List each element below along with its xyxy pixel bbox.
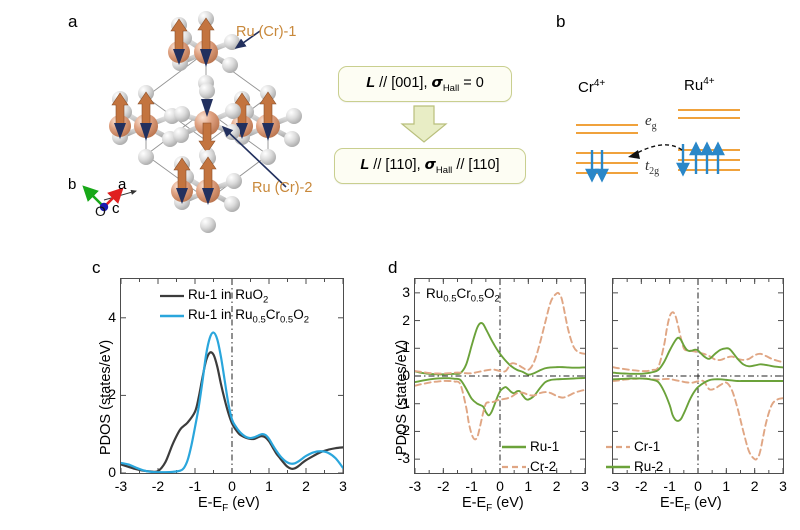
cr-eg-level-2 bbox=[576, 132, 638, 135]
panel-d-left-ytick-4: 1 bbox=[402, 339, 410, 356]
panel-b-letter: b bbox=[556, 12, 566, 31]
panel-d-right-legend-swatches bbox=[606, 445, 630, 469]
panel-d-right-xtick-6: 3 bbox=[779, 478, 787, 494]
panel-c-xtick-3: 0 bbox=[228, 478, 236, 494]
ru-t2g-level-3 bbox=[678, 169, 740, 172]
panel-d-left-legend-item-0: Ru-1 bbox=[530, 439, 560, 454]
t2g-orbital-label: t2g bbox=[645, 158, 660, 177]
panel-d-right-xtick-4: 1 bbox=[722, 478, 731, 494]
panel-d-right-xtick-2: -1 bbox=[663, 478, 676, 494]
panel-d-left-xtick-4: 1 bbox=[524, 478, 533, 494]
panel-d-left-xtick-6: 3 bbox=[581, 478, 589, 494]
ion-label-cr: Cr4+ bbox=[578, 78, 606, 96]
ion-label-ru: Ru4+ bbox=[684, 76, 715, 94]
eq-top-relation: = 0 bbox=[463, 74, 484, 91]
panel-c-letter: c bbox=[92, 258, 101, 277]
panel-a-crystal-structure: a bbox=[0, 0, 400, 250]
panel-c-ytick-1: 2 bbox=[108, 386, 116, 403]
panel-c-xtick-1: -2 bbox=[151, 478, 165, 494]
downward-arrow-icon bbox=[400, 105, 448, 143]
eq-top-direction: [001], bbox=[391, 74, 428, 91]
panel-c-plot-area bbox=[120, 278, 344, 474]
equation-box-top: L // [001], σHall = 0 bbox=[338, 66, 512, 102]
panel-d-right-xtick-3: 0 bbox=[694, 478, 702, 494]
oxygen-label: O bbox=[95, 203, 106, 219]
cr-t2g-level-3 bbox=[576, 172, 638, 175]
panel-c-legend-item-0: Ru-1 in RuO2 bbox=[188, 287, 269, 306]
eq-top-parallel: // bbox=[379, 74, 388, 91]
panel-d-right-xtick-0: -3 bbox=[606, 478, 620, 494]
eq-bot-sigma: σ bbox=[424, 156, 436, 173]
panel-d-left-xtick-5: 2 bbox=[552, 478, 561, 494]
panel-c-xtick-2: -1 bbox=[188, 478, 202, 494]
panel-d-left-xtick-3: 0 bbox=[496, 478, 504, 494]
ru-t2g-level-2 bbox=[678, 159, 740, 162]
panel-d-right-curves bbox=[613, 279, 783, 473]
panel-d-left-xtick-1: -2 bbox=[437, 478, 450, 494]
axis-label-c: c bbox=[112, 200, 120, 217]
panel-c-ytick-2: 4 bbox=[108, 308, 116, 325]
panel-d-right-xlabel: E-EF (eV) bbox=[660, 495, 722, 514]
panel-d-left-legend-swatches bbox=[502, 445, 526, 469]
label-ru-cr-2: Ru (Cr)-2 bbox=[252, 180, 313, 196]
panel-d-left-ytick-6: 3 bbox=[402, 283, 410, 300]
panel-d-left-xtick-2: -1 bbox=[465, 478, 478, 494]
axis-label-b: b bbox=[68, 176, 77, 193]
cr-t2g-level-1 bbox=[576, 152, 638, 155]
panel-d-right-plot-area bbox=[612, 278, 784, 474]
ru-eg-level-2 bbox=[678, 117, 740, 120]
panel-c-ytick-0: 0 bbox=[108, 464, 116, 480]
panel-d-left-ytick-5: 2 bbox=[402, 311, 410, 328]
panel-d-left-ytick-0: -3 bbox=[397, 450, 410, 467]
panel-d-left-curves bbox=[415, 279, 585, 473]
ru-eg-level-1 bbox=[678, 109, 740, 112]
spin-arrows-group bbox=[585, 141, 725, 183]
panel-c-xlabel: E-EF (eV) bbox=[198, 495, 260, 514]
eq-top-sigma: σ bbox=[431, 74, 443, 91]
panel-d-left-xlabel: E-EF (eV) bbox=[462, 495, 524, 514]
panel-d-right-legend-item-0: Cr-1 bbox=[634, 439, 661, 454]
panel-b-energy-levels: b Cr4+ Ru4+ eg t2g bbox=[520, 0, 800, 250]
panel-d-left-legend-item-1: Cr-2 bbox=[530, 459, 557, 474]
panel-c-xtick-0: -3 bbox=[114, 478, 128, 494]
eq-bot-relation: // [110] bbox=[456, 156, 500, 173]
cr-t2g-level-2 bbox=[576, 162, 638, 165]
panel-c-xtick-5: 2 bbox=[302, 478, 310, 494]
eq-top-vector: L bbox=[366, 74, 376, 91]
panel-d-right-xtick-1: -2 bbox=[635, 478, 648, 494]
panel-d-left-ytick-1: -2 bbox=[397, 422, 410, 439]
panel-d-left-xtick-0: -3 bbox=[408, 478, 422, 494]
axis-label-a: a bbox=[118, 176, 127, 193]
panel-d-right-xtick-5: 2 bbox=[750, 478, 759, 494]
eg-orbital-label: eg bbox=[645, 113, 657, 132]
panel-c-legend-item-1: Ru-1 in Ru0.5Cr0.5O2 bbox=[188, 307, 310, 326]
panel-c-xtick-4: 1 bbox=[265, 478, 273, 494]
cr-eg-level-1 bbox=[576, 124, 638, 127]
eq-bot-direction: [110], bbox=[385, 156, 421, 173]
eq-top-sigma-sub: Hall bbox=[442, 82, 460, 94]
label-ru-cr-1: Ru (Cr)-1 bbox=[236, 24, 297, 40]
panel-d-left-ytick-3: 0 bbox=[402, 367, 410, 383]
panel-a-letter: a bbox=[68, 12, 78, 31]
crystal-structure-diagram bbox=[82, 11, 302, 233]
equation-box-bottom: L // [110], σHall // [110] bbox=[334, 148, 526, 184]
panel-d-left-ytick-2: -1 bbox=[397, 394, 410, 411]
panel-d-left-plot-area bbox=[414, 278, 586, 474]
charge-transfer-arrow-icon bbox=[628, 144, 683, 159]
panel-c-curves bbox=[121, 279, 343, 473]
panel-c-xtick-6: 3 bbox=[339, 478, 347, 494]
panel-d-right-legend-item-1: Ru-2 bbox=[634, 459, 664, 474]
panel-d-compound-label: Ru0.5Cr0.5O2 bbox=[426, 286, 500, 305]
panel-d-letter: d bbox=[388, 258, 398, 277]
panel-c-legend-swatches bbox=[160, 294, 184, 318]
eq-bot-vector: L bbox=[360, 156, 370, 173]
eq-bot-sigma-sub: Hall bbox=[435, 164, 453, 176]
eq-bot-parallel: // bbox=[373, 156, 382, 173]
